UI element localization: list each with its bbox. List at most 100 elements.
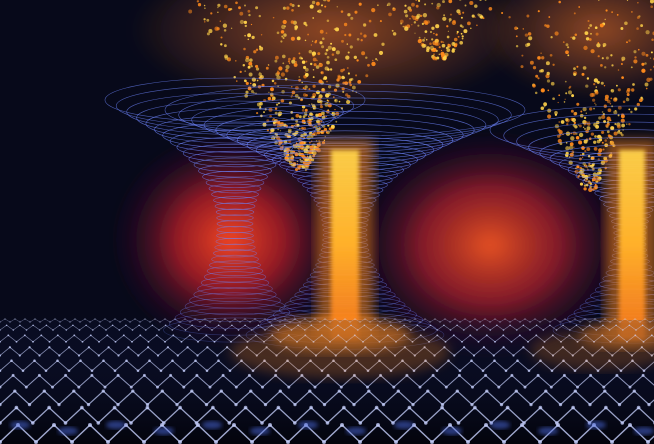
spark-particle xyxy=(420,14,423,18)
spark-particle xyxy=(415,0,418,1)
spark-particle xyxy=(361,51,366,56)
lattice-node xyxy=(510,373,514,377)
vortex-ring xyxy=(206,265,264,276)
spark-particle xyxy=(446,25,449,28)
lattice-node xyxy=(44,318,46,320)
spark-particle xyxy=(622,100,626,104)
lattice-node xyxy=(477,340,480,343)
spark-particle xyxy=(598,148,603,153)
spark-particle xyxy=(581,152,585,156)
lattice-node xyxy=(39,329,41,331)
spark-particle xyxy=(238,6,241,10)
lattice-node xyxy=(582,329,584,331)
lattice-node xyxy=(564,318,566,320)
lattice-node xyxy=(516,329,518,331)
spark-particle xyxy=(367,63,370,67)
spark-particle xyxy=(621,56,626,61)
spark-particle xyxy=(601,111,604,113)
spark-particle xyxy=(295,142,298,144)
spark-particle xyxy=(309,62,313,66)
spark-particle xyxy=(276,71,280,75)
spark-particle xyxy=(308,49,313,54)
lattice-node xyxy=(30,421,35,425)
spark-particle xyxy=(600,64,603,67)
spark-particle xyxy=(222,23,228,28)
lattice-node xyxy=(251,369,255,373)
spark-particle xyxy=(565,142,568,144)
spark-particle xyxy=(528,36,533,41)
floor-blue-highlight xyxy=(202,421,222,429)
spark-particle xyxy=(605,9,608,12)
spark-particle xyxy=(580,110,583,113)
spark-particle xyxy=(587,26,590,30)
spark-particle xyxy=(589,107,593,111)
spark-particle xyxy=(365,74,369,78)
lattice-node xyxy=(111,324,114,327)
lattice-node xyxy=(72,389,76,393)
spark-particle xyxy=(442,16,447,21)
spark-particle xyxy=(250,65,253,68)
spark-particle xyxy=(242,63,246,67)
lattice-node xyxy=(74,318,76,320)
lattice-node xyxy=(40,334,43,337)
lattice-node xyxy=(107,346,110,349)
lattice-node xyxy=(619,369,623,373)
spark-particle xyxy=(452,19,456,23)
vortex-ring xyxy=(189,292,281,309)
lattice-node xyxy=(299,321,301,323)
spark-particle xyxy=(312,114,314,116)
lattice-node xyxy=(396,389,400,393)
lattice-node xyxy=(499,321,501,323)
lattice-node xyxy=(549,385,553,389)
spark-particle xyxy=(373,33,378,37)
spark-particle xyxy=(295,113,300,118)
lattice-node xyxy=(166,346,170,349)
lattice-node xyxy=(509,321,511,323)
lattice-node xyxy=(189,321,191,323)
spark-particle xyxy=(570,136,575,141)
spark-particle xyxy=(188,9,193,14)
spark-particle xyxy=(606,130,610,134)
spark-particle xyxy=(378,50,384,55)
lattice-node xyxy=(198,329,200,331)
spark-particle xyxy=(572,36,576,40)
floor-blue-highlight xyxy=(250,427,270,435)
lattice-node xyxy=(550,369,554,373)
spark-particle xyxy=(585,84,589,88)
lattice-node xyxy=(206,346,209,349)
spark-particle xyxy=(255,6,259,10)
spark-particle xyxy=(249,58,253,62)
spark-particle xyxy=(529,60,534,65)
spark-particle xyxy=(294,25,299,29)
spark-particle xyxy=(320,114,323,116)
lattice-node xyxy=(414,318,416,320)
spark-particle xyxy=(576,65,579,68)
lattice-node xyxy=(615,373,619,377)
lattice-node xyxy=(573,369,577,373)
spark-particle xyxy=(547,89,550,92)
lattice-node xyxy=(469,334,472,337)
spark-particle xyxy=(455,43,458,46)
lattice-node xyxy=(407,405,412,410)
vortex-ring xyxy=(214,202,256,210)
spark-particle xyxy=(321,45,325,49)
lattice-node xyxy=(171,359,174,363)
spark-particle xyxy=(467,21,471,26)
right-red-glow xyxy=(350,130,630,360)
spark-particle xyxy=(379,20,382,23)
lattice-node xyxy=(482,324,485,327)
lattice-node xyxy=(588,402,592,407)
spark-particle xyxy=(628,122,631,126)
spark-particle xyxy=(564,98,566,100)
lattice-node xyxy=(184,318,186,320)
spark-particle xyxy=(350,77,354,81)
lattice-node xyxy=(247,373,251,377)
lattice-node xyxy=(325,421,330,425)
spark-particle xyxy=(346,67,349,69)
spark-particle xyxy=(597,41,600,44)
lattice-node xyxy=(629,321,631,323)
lattice-node xyxy=(510,340,513,343)
lattice-node xyxy=(308,389,312,393)
lattice-node xyxy=(98,340,100,343)
spark-particle xyxy=(447,45,450,49)
